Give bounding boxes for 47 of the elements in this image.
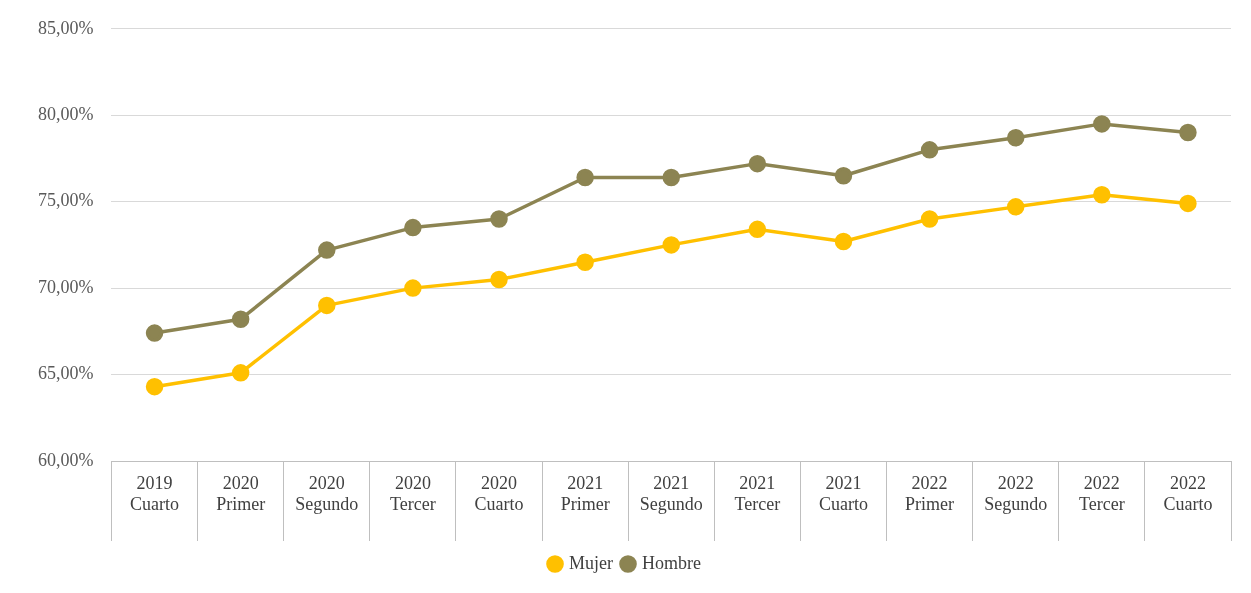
y-tick-label: 85,00% [37, 17, 94, 38]
point [404, 218, 422, 237]
x-tick-label: 2020 Primer [216, 472, 266, 515]
x-tick-label: 2020 Segundo [295, 472, 359, 515]
point [576, 253, 594, 271]
point [1006, 198, 1025, 216]
point [834, 167, 853, 185]
legend-label: Mujer [569, 552, 614, 573]
point [1093, 115, 1111, 133]
point [1179, 194, 1197, 213]
x-tick-label: 2019 Cuarto [130, 472, 180, 515]
x-tick-label: 2022 Primer [905, 472, 955, 515]
point [662, 168, 680, 187]
x-tick-label: 2020 Cuarto [474, 472, 524, 515]
y-tick-label: 70,00% [37, 276, 94, 297]
y-tick-label: 75,00% [37, 190, 94, 211]
legend-label: Hombre [642, 552, 701, 573]
point [404, 279, 422, 297]
x-tick-label: 2021 Primer [560, 472, 610, 515]
point [490, 210, 508, 228]
x-tick-label: 2022 Tercer [1078, 472, 1125, 515]
point [490, 270, 508, 289]
x-tick-label: 2021 Cuarto [818, 472, 868, 515]
point [1093, 186, 1111, 204]
point [920, 141, 939, 159]
point [1006, 128, 1025, 147]
point [145, 377, 164, 396]
point [576, 168, 594, 187]
y-tick-label: 80,00% [37, 103, 94, 124]
point [231, 364, 250, 382]
x-tick-label: 2021 Tercer [734, 472, 781, 515]
point [834, 232, 853, 251]
point [1179, 123, 1197, 142]
point [231, 310, 250, 328]
x-tick-label: 2021 Segundo [639, 472, 703, 515]
y-tick-label: 65,00% [37, 363, 94, 384]
point [748, 220, 767, 239]
point [145, 324, 164, 342]
x-tick-label: 2022 Cuarto [1163, 472, 1213, 515]
y-tick-label: 60,00% [37, 449, 94, 470]
point [920, 210, 939, 228]
x-tick-label: 2022 Segundo [984, 472, 1048, 515]
x-tick-label: 2020 Tercer [390, 472, 436, 515]
point [318, 241, 336, 259]
point [318, 296, 336, 315]
point [662, 236, 680, 254]
point [748, 154, 767, 173]
